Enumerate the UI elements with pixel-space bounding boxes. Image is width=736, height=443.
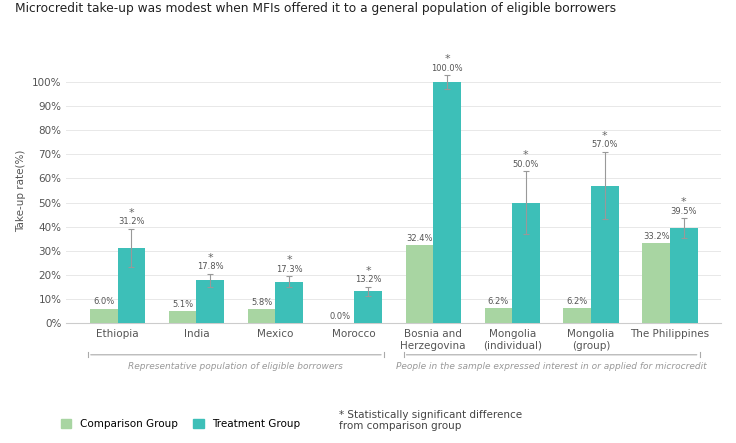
Bar xyxy=(564,308,591,323)
Bar xyxy=(248,309,275,323)
Text: 31.2%: 31.2% xyxy=(118,217,144,226)
Bar xyxy=(670,228,698,323)
Bar xyxy=(197,280,224,323)
Text: *: * xyxy=(681,198,687,207)
Text: Microcredit take-up was modest when MFIs offered it to a general population of e: Microcredit take-up was modest when MFIs… xyxy=(15,2,616,15)
Bar xyxy=(406,245,434,323)
Text: 17.3%: 17.3% xyxy=(276,265,302,274)
Text: 39.5%: 39.5% xyxy=(670,207,697,216)
Text: 13.2%: 13.2% xyxy=(355,275,381,284)
Text: Representative population of eligible borrowers: Representative population of eligible bo… xyxy=(129,362,344,371)
Text: 50.0%: 50.0% xyxy=(513,160,539,169)
Text: 33.2%: 33.2% xyxy=(643,232,670,241)
Text: 57.0%: 57.0% xyxy=(592,140,618,149)
Text: 5.1%: 5.1% xyxy=(172,299,194,309)
Legend: Comparison Group, Treatment Group: Comparison Group, Treatment Group xyxy=(57,415,304,433)
Text: * Statistically significant difference
from comparison group: * Statistically significant difference f… xyxy=(339,410,522,431)
Text: *: * xyxy=(602,131,608,141)
Bar xyxy=(484,308,512,323)
Bar xyxy=(512,202,539,323)
Bar xyxy=(90,309,118,323)
Text: People in the sample expressed interest in or applied for microcredit: People in the sample expressed interest … xyxy=(396,362,707,371)
Bar xyxy=(643,243,670,323)
Text: 0.0%: 0.0% xyxy=(330,312,351,321)
Bar xyxy=(591,186,619,323)
Bar xyxy=(118,248,145,323)
Text: *: * xyxy=(286,256,292,265)
Text: 17.8%: 17.8% xyxy=(197,262,224,271)
Text: 32.4%: 32.4% xyxy=(406,234,433,243)
Bar xyxy=(434,82,461,323)
Text: 6.2%: 6.2% xyxy=(488,297,509,306)
Bar xyxy=(275,282,303,323)
Text: *: * xyxy=(365,266,371,276)
Text: *: * xyxy=(129,208,134,218)
Text: 100.0%: 100.0% xyxy=(431,64,463,73)
Y-axis label: Take-up rate(%): Take-up rate(%) xyxy=(16,149,26,232)
Text: *: * xyxy=(445,54,450,64)
Text: 5.8%: 5.8% xyxy=(251,298,272,307)
Text: *: * xyxy=(523,150,528,160)
Text: *: * xyxy=(208,253,213,263)
Text: 6.2%: 6.2% xyxy=(567,297,588,306)
Bar xyxy=(354,291,382,323)
Text: 6.0%: 6.0% xyxy=(93,298,114,307)
Bar xyxy=(169,311,197,323)
